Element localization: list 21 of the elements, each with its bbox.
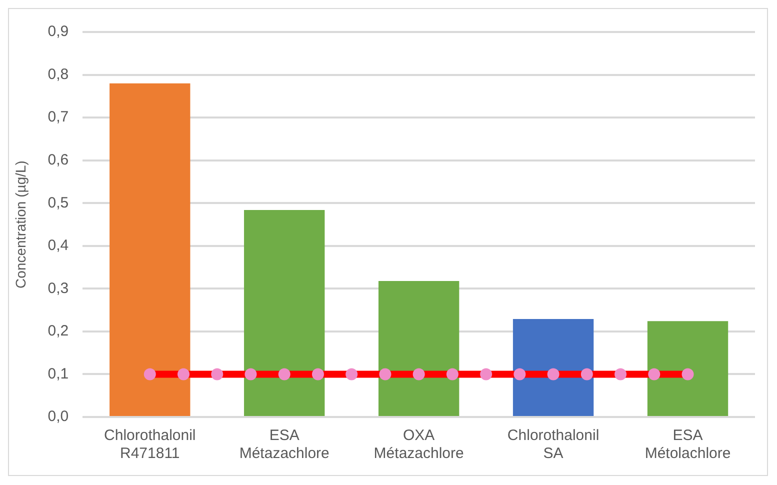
x-tick-label: ESA Métazachlore [239,427,330,462]
y-tick-label: 0,8 [48,66,69,83]
x-tick-label: Chlorothalonil R471811 [104,427,196,462]
y-tick-label: 0,0 [48,408,69,426]
bar [378,280,460,416]
y-tick-label: 0,6 [48,151,69,168]
bar [647,321,728,416]
y-tick-label: 0,3 [48,280,69,297]
x-tick-label: ESA Métolachlore [644,427,731,462]
x-tick-label: Chlorothalonil SA [507,427,600,462]
bar [110,83,190,416]
y-tick-label: 0,1 [48,365,69,382]
y-tick-label: 0,9 [48,23,69,40]
bar [244,210,325,416]
x-tick-label: OXA Métazachlore [374,427,464,462]
y-tick-label: 0,2 [48,322,69,340]
y-tick-label: 0,4 [48,237,69,254]
y-tick-label: 0,5 [48,194,69,212]
bar [512,319,594,416]
y-tick-label: 0,7 [48,108,69,126]
y-axis-title: Concentration (µg/L) [12,160,28,288]
